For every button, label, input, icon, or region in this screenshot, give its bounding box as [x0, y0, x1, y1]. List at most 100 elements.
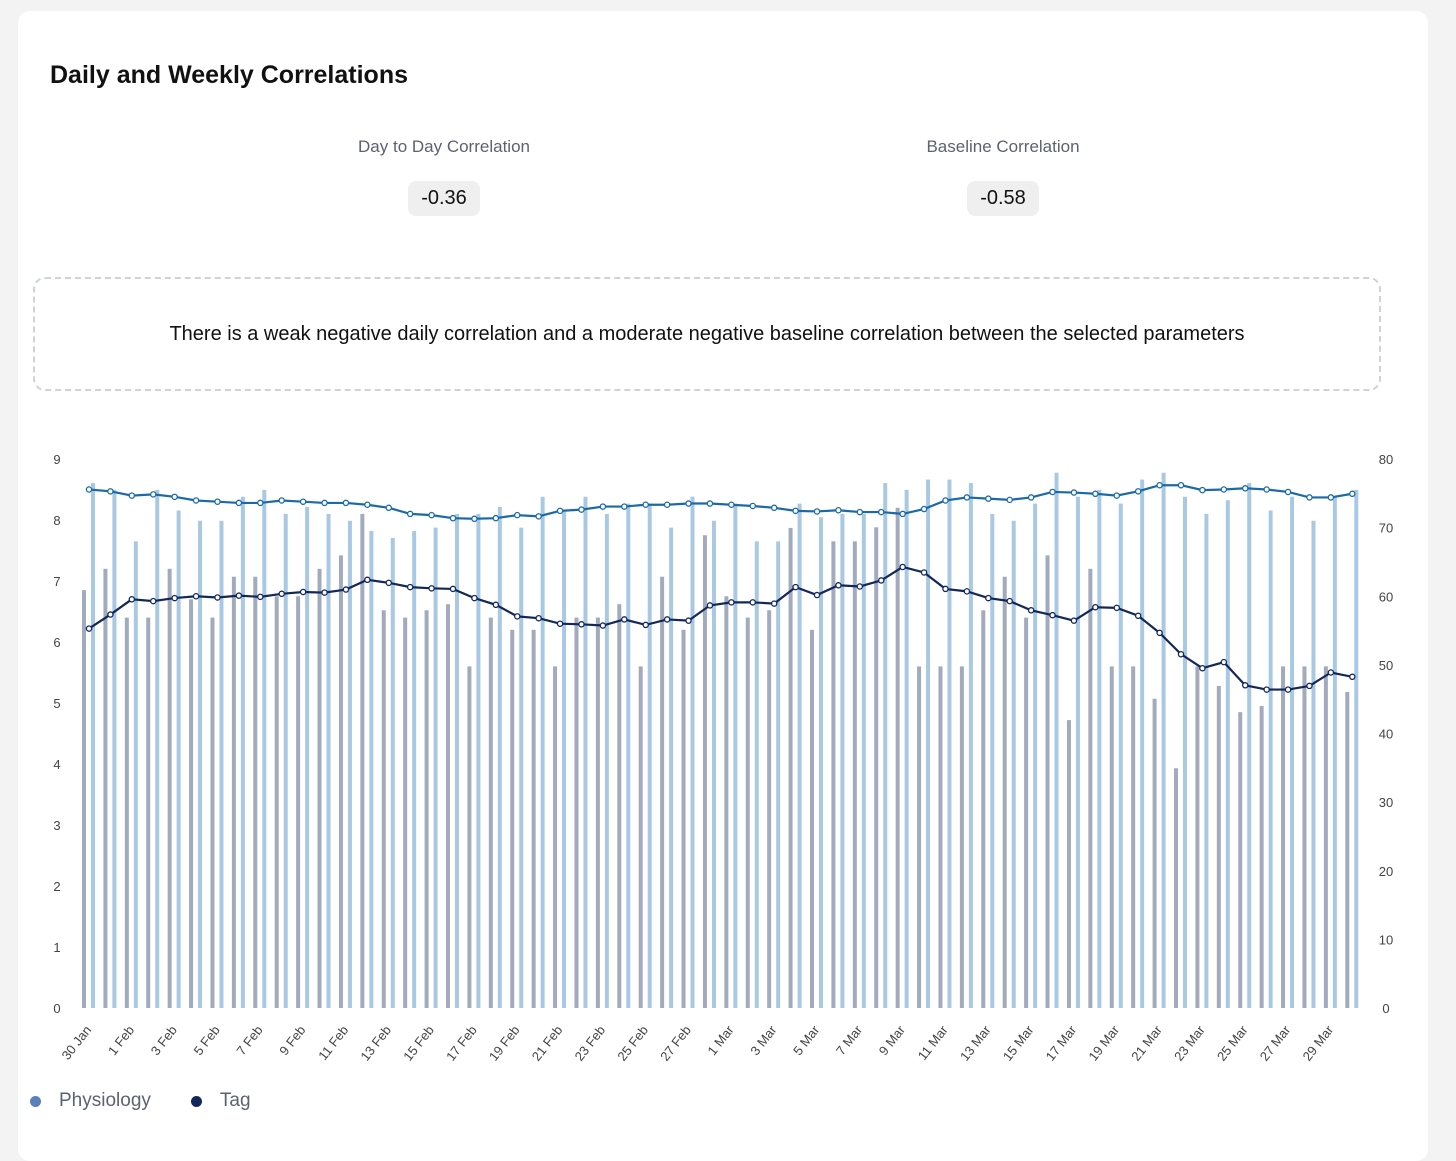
bar-physiology: [176, 510, 181, 1008]
bar-physiology: [797, 503, 802, 1008]
point-tag: [342, 586, 350, 593]
day-to-day-label: Day to Day Correlation: [358, 137, 530, 156]
x-tick-label: 27 Feb: [657, 1023, 694, 1064]
y-right-tick-label: 50: [1379, 658, 1393, 673]
point-tag: [513, 613, 521, 620]
y-left-tick-label: 3: [53, 818, 60, 833]
bar-tag: [702, 535, 707, 1008]
bar-physiology: [733, 503, 738, 1008]
point-tag: [1156, 629, 1163, 637]
bar-tag: [959, 666, 964, 1008]
x-tick-label: 5 Mar: [790, 1022, 823, 1058]
bar-tag: [146, 617, 151, 1008]
point-tag: [770, 600, 778, 607]
bar-tag: [938, 666, 943, 1008]
point-physiology: [899, 510, 906, 518]
bar-physiology: [133, 541, 138, 1008]
bar-tag: [510, 629, 515, 1008]
point-tag: [1284, 686, 1292, 693]
point-physiology: [192, 497, 200, 504]
point-physiology: [985, 495, 992, 502]
point-tag: [1306, 682, 1313, 690]
point-tag: [128, 596, 136, 603]
point-tag: [685, 617, 692, 624]
bar-tag: [360, 513, 365, 1008]
bar-physiology: [519, 527, 524, 1008]
point-tag: [1220, 658, 1228, 666]
line-tag: [88, 565, 1353, 691]
bar-tag: [253, 576, 258, 1008]
x-tick-label: 21 Mar: [1128, 1022, 1165, 1064]
point-tag: [149, 597, 157, 605]
x-tick-label: 21 Feb: [529, 1023, 566, 1064]
point-physiology: [685, 500, 692, 507]
bar-physiology: [1033, 503, 1038, 1008]
point-tag: [1327, 669, 1335, 676]
legend-item-physiology[interactable]: Physiology: [30, 1090, 151, 1112]
x-tick-label: 23 Mar: [1171, 1022, 1208, 1064]
point-physiology: [1027, 494, 1035, 501]
bar-physiology: [1161, 472, 1166, 1009]
bar-physiology: [711, 520, 716, 1008]
point-tag: [1241, 682, 1249, 689]
point-physiology: [85, 486, 93, 493]
bar-physiology: [926, 479, 931, 1008]
bar-physiology: [626, 503, 631, 1008]
point-tag: [107, 611, 114, 618]
bar-tag: [660, 576, 665, 1008]
bar-tag: [531, 629, 536, 1008]
bar-tag: [1238, 712, 1243, 1008]
point-tag: [428, 585, 435, 592]
bar-tag: [874, 527, 879, 1008]
point-physiology: [877, 508, 885, 516]
correlation-chart: 0 1 2 3 4 5 6 7 8 9 0 10 20 30 40 50 60 70 80 30 Jan 1 Feb 3 …: [53, 452, 1393, 1064]
bar-tag: [1088, 568, 1093, 1008]
baseline-stat: Baseline Correlation -0.58: [853, 137, 1153, 216]
x-tick-label: 30 Jan: [59, 1023, 95, 1063]
point-physiology: [513, 511, 521, 519]
point-physiology: [535, 513, 542, 520]
bar-physiology: [1311, 520, 1316, 1008]
bar-physiology: [562, 510, 567, 1008]
bar-tag: [1259, 706, 1264, 1008]
y-left-tick-label: 7: [53, 574, 60, 589]
point-physiology: [406, 510, 414, 518]
point-physiology: [835, 506, 842, 514]
bar-tag: [1216, 685, 1221, 1008]
point-tag: [1006, 597, 1013, 605]
point-physiology: [1199, 486, 1206, 494]
legend-dot-icon: [30, 1095, 41, 1107]
bar-physiology: [604, 513, 609, 1008]
point-physiology: [920, 505, 928, 513]
point-physiology: [278, 497, 285, 504]
bar-physiology: [1268, 510, 1273, 1008]
bar-tag: [788, 527, 793, 1008]
baseline-value: -0.58: [967, 181, 1039, 216]
bar-physiology: [390, 537, 395, 1008]
bar-physiology: [91, 483, 95, 1008]
point-physiology: [556, 507, 564, 515]
point-physiology: [1220, 486, 1228, 493]
point-tag: [1349, 673, 1356, 681]
bar-physiology: [305, 507, 310, 1008]
x-tick-label: 17 Feb: [443, 1023, 480, 1064]
point-physiology: [364, 501, 371, 508]
point-physiology: [1113, 492, 1121, 499]
point-physiology: [728, 501, 735, 508]
bar-physiology: [112, 489, 117, 1009]
bar-physiology: [1290, 496, 1295, 1008]
bar-physiology: [283, 513, 288, 1008]
y-right-tick-label: 0: [1382, 1001, 1389, 1016]
bar-tag: [831, 541, 836, 1008]
bar-physiology: [1225, 500, 1230, 1008]
y-right-tick-label: 80: [1379, 452, 1393, 467]
legend-item-tag[interactable]: Tag: [190, 1090, 251, 1112]
bar-tag: [338, 555, 343, 1008]
bar-tag: [167, 568, 172, 1008]
bar-tag: [574, 617, 579, 1008]
point-tag: [278, 590, 285, 598]
point-tag: [578, 621, 585, 628]
point-physiology: [214, 498, 221, 505]
bar-physiology: [990, 513, 995, 1008]
point-physiology: [235, 499, 243, 507]
